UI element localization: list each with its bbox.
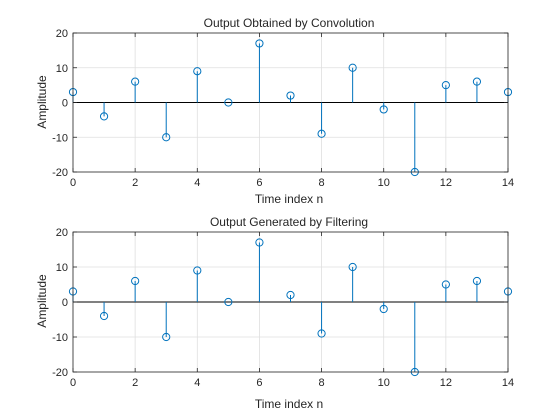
- x-tick-label: 14: [502, 377, 514, 389]
- y-tick-label: 20: [56, 28, 68, 40]
- x-axis-label: Time index n: [255, 397, 323, 411]
- convolution-axes: Output Obtained by Convolution Time inde…: [35, 16, 514, 206]
- y-tick-label: 10: [56, 262, 68, 274]
- x-tick-label: 10: [378, 177, 390, 189]
- stem-marker: [441, 280, 450, 289]
- x-tick-label: 4: [194, 377, 200, 389]
- x-tick-label: 14: [502, 177, 514, 189]
- stem-marker: [472, 276, 482, 286]
- y-axis-label: Amplitude: [35, 75, 49, 129]
- stem-marker: [379, 304, 388, 314]
- stem-marker: [348, 63, 357, 72]
- stem-marker: [193, 67, 202, 76]
- stem-marker: [317, 129, 326, 138]
- y-tick-label: 10: [56, 63, 68, 75]
- x-tick-label: 8: [319, 377, 325, 389]
- x-axis-label: Time index n: [255, 192, 323, 206]
- stem-marker: [131, 276, 140, 286]
- y-tick-label: -10: [52, 132, 68, 144]
- stem-marker: [99, 112, 109, 121]
- y-tick-label: -10: [52, 332, 68, 344]
- x-tick-label: 0: [70, 377, 76, 389]
- stem-marker: [441, 81, 450, 90]
- chart-title: Output Generated by Filtering: [210, 215, 368, 229]
- stem-marker: [162, 332, 171, 342]
- y-axis-label: Amplitude: [35, 274, 49, 328]
- x-tick-label: 8: [319, 177, 325, 189]
- chart-title: Output Obtained by Convolution: [204, 16, 375, 30]
- x-tick-label: 2: [132, 377, 138, 389]
- stem-marker: [255, 238, 264, 247]
- y-tick-label: -20: [52, 367, 68, 379]
- stem-marker: [224, 297, 233, 307]
- stem-marker: [379, 105, 388, 114]
- x-tick-label: 4: [194, 177, 200, 189]
- stem-marker: [255, 39, 264, 48]
- x-tick-label: 2: [132, 177, 138, 189]
- stem-marker: [286, 290, 295, 300]
- stem-marker: [472, 77, 482, 86]
- x-tick-label: 12: [440, 177, 452, 189]
- x-tick-label: 6: [256, 377, 262, 389]
- y-tick-label: -20: [52, 167, 68, 179]
- stem-marker: [193, 266, 202, 275]
- x-tick-label: 10: [378, 377, 390, 389]
- filtering-axes: Output Generated by Filtering Time index…: [35, 215, 514, 411]
- stem-marker: [131, 77, 140, 86]
- x-tick-label: 12: [440, 377, 452, 389]
- x-tick-label: 6: [256, 177, 262, 189]
- y-tick-label: 0: [62, 98, 68, 110]
- x-tick-label: 0: [70, 177, 76, 189]
- stem-marker: [224, 98, 233, 107]
- stem-marker: [99, 311, 109, 321]
- y-tick-label: 0: [62, 297, 68, 309]
- stem-marker: [348, 262, 357, 272]
- y-tick-label: 20: [56, 227, 68, 239]
- stem-marker: [317, 329, 326, 338]
- stem-marker: [162, 133, 171, 142]
- stem-marker: [286, 91, 295, 100]
